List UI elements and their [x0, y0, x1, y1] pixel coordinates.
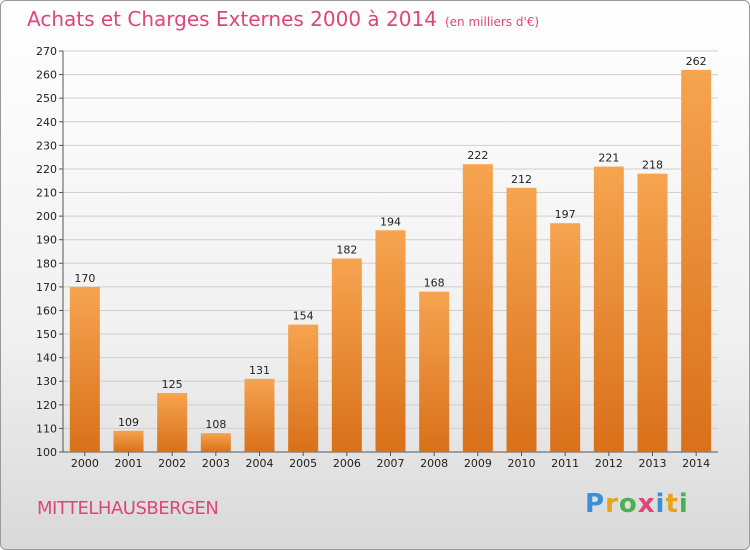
x-tick-label: 2012	[595, 457, 623, 470]
bar	[637, 173, 668, 453]
logo-letter: x	[637, 489, 656, 519]
data-label: 170	[74, 272, 95, 285]
logo-letter: P	[585, 489, 606, 519]
x-tick-label: 2010	[508, 457, 536, 470]
y-tick-label: 170	[36, 281, 57, 294]
x-tick-label: 2006	[333, 457, 361, 470]
data-label: 197	[555, 208, 576, 221]
y-tick-label: 220	[36, 163, 57, 176]
x-tick-label: 2009	[464, 457, 492, 470]
bar	[462, 164, 493, 453]
chart-unit: (en milliers d'€)	[444, 15, 540, 29]
data-label: 154	[293, 310, 314, 323]
bar	[157, 393, 188, 452]
data-label: 131	[249, 364, 270, 377]
y-tick-label: 240	[36, 116, 57, 129]
town-name: MITTELHAUSBERGEN	[37, 498, 219, 519]
x-tick-label: 2007	[377, 457, 405, 470]
data-label: 221	[598, 152, 619, 165]
data-label: 109	[118, 416, 139, 429]
bar	[244, 378, 275, 452]
x-tick-label: 2000	[71, 457, 99, 470]
data-label: 218	[642, 159, 663, 172]
bar	[419, 291, 450, 452]
bar	[69, 286, 100, 452]
bar	[550, 223, 581, 452]
bars	[69, 69, 712, 453]
x-tick-label: 2003	[202, 457, 230, 470]
labels: 2000 170 2001 109 2002 125 2003 108 2004 131 2005 1…	[71, 55, 710, 470]
logo-letter: o	[618, 489, 638, 519]
y-tick-label: 150	[36, 328, 57, 341]
data-label: 262	[686, 55, 707, 68]
y-tick-label: 250	[36, 92, 57, 105]
bar	[331, 258, 362, 452]
data-label: 108	[205, 418, 226, 431]
logo-letter: i	[655, 489, 666, 519]
logo-letter: t	[665, 489, 679, 519]
data-label: 212	[511, 173, 532, 186]
y-tick-label: 210	[36, 187, 57, 200]
logo-letter: i	[678, 489, 689, 519]
x-tick-label: 2002	[158, 457, 186, 470]
bar	[681, 69, 712, 452]
bar	[593, 166, 624, 453]
data-label: 222	[467, 149, 488, 162]
bar	[288, 324, 319, 452]
x-tick-label: 2001	[115, 457, 143, 470]
y-tick-label: 160	[36, 304, 57, 317]
proxiti-logo: Proxiti	[585, 489, 689, 519]
y-tick-label: 100	[36, 446, 57, 459]
bar	[113, 430, 144, 452]
y-tick-label: 270	[36, 45, 57, 58]
data-label: 168	[424, 277, 445, 290]
y-tick-label: 140	[36, 352, 57, 365]
chart-title-text: Achats et Charges Externes 2000 à 2014	[27, 7, 437, 31]
y-tick-label: 260	[36, 69, 57, 82]
data-label: 125	[162, 378, 183, 391]
data-label: 194	[380, 215, 401, 228]
chart-title: Achats et Charges Externes 2000 à 2014 (e…	[27, 7, 539, 31]
y-tick-label: 180	[36, 257, 57, 270]
x-tick-label: 2005	[289, 457, 317, 470]
x-tick-label: 2014	[682, 457, 710, 470]
y-tick-label: 120	[36, 399, 57, 412]
y-tick-label: 190	[36, 234, 57, 247]
x-tick-label: 2004	[246, 457, 274, 470]
y-tick-label: 230	[36, 139, 57, 152]
x-tick-label: 2008	[420, 457, 448, 470]
bar	[506, 187, 537, 452]
y-tick-label: 110	[36, 422, 57, 435]
bar	[375, 230, 406, 452]
data-label: 182	[336, 244, 357, 257]
bar	[200, 433, 231, 452]
x-tick-label: 2011	[551, 457, 579, 470]
y-tick-label: 200	[36, 210, 57, 223]
logo-letter: r	[605, 489, 619, 519]
x-tick-label: 2013	[639, 457, 667, 470]
y-tick-label: 130	[36, 375, 57, 388]
